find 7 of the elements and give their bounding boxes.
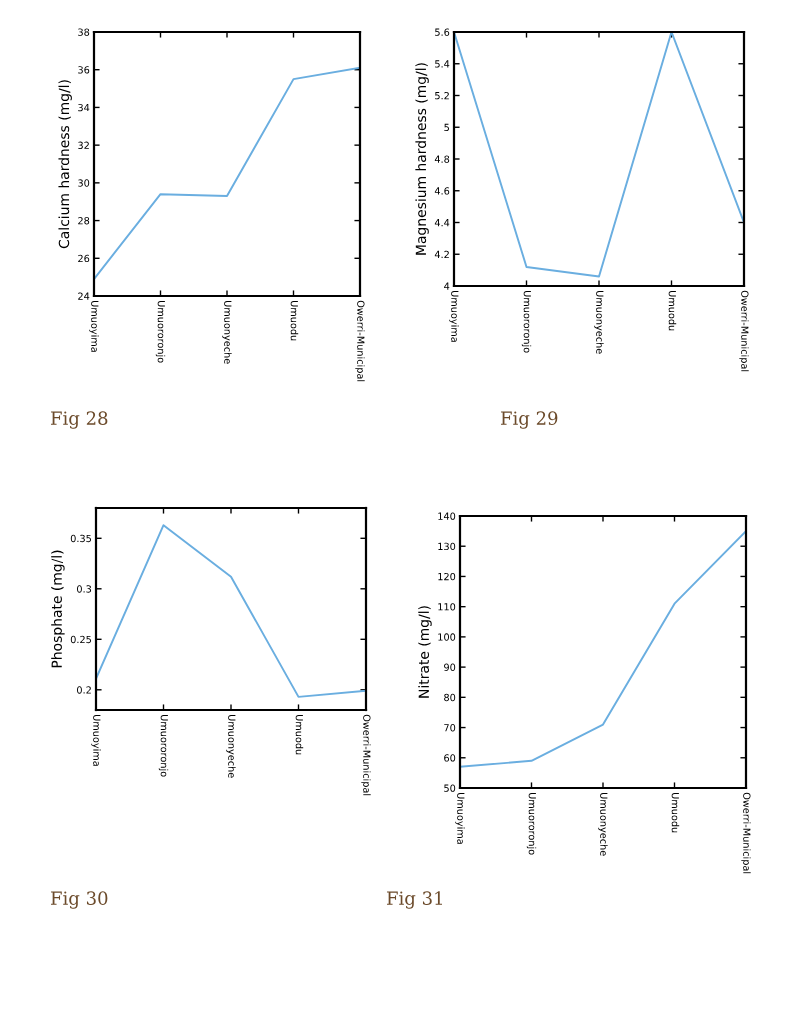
caption: Fig 30 <box>51 891 108 909</box>
caption: Fig 28 <box>51 411 108 429</box>
line-series <box>94 66 360 280</box>
caption: Fig 31 <box>387 891 443 909</box>
line-series <box>96 524 366 698</box>
caption: Fig 29 <box>501 411 558 429</box>
line-series <box>460 530 746 768</box>
